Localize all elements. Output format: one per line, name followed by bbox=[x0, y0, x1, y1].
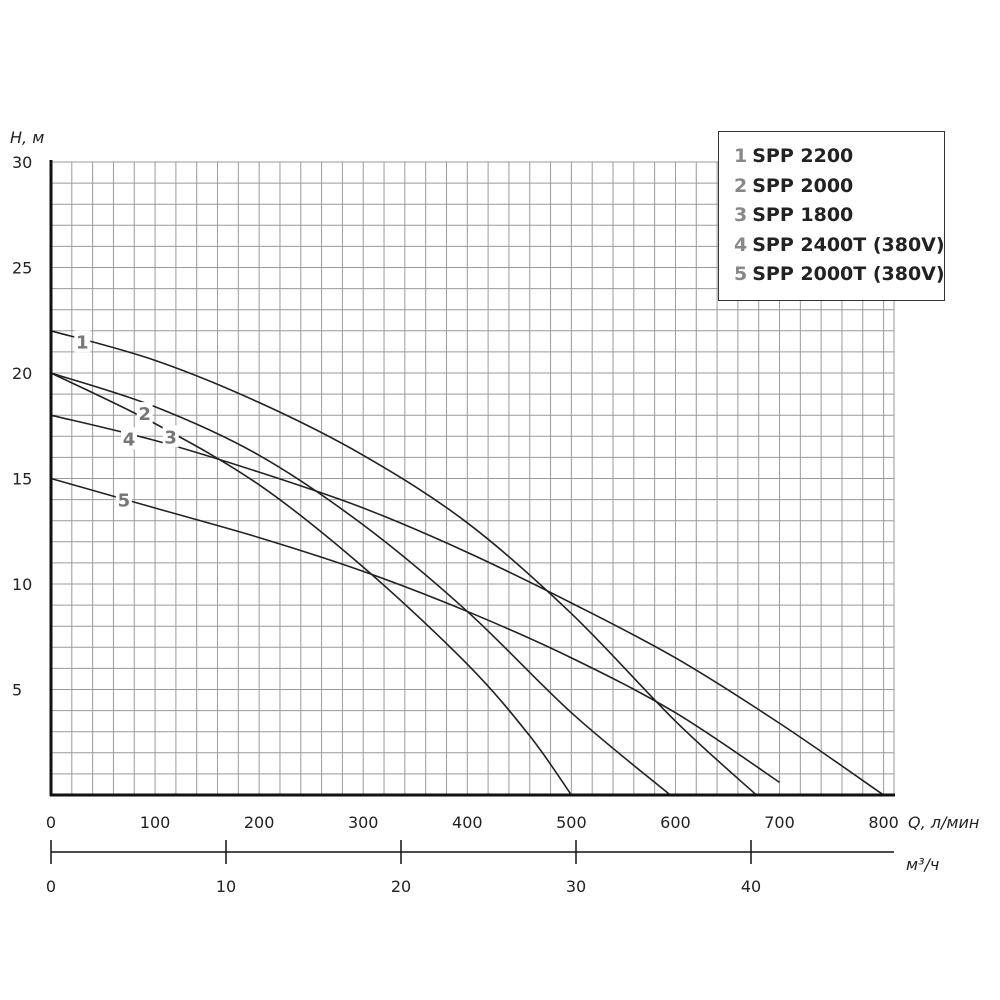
x-tick-label: 600 bbox=[660, 813, 691, 832]
curve-1 bbox=[50, 330, 757, 796]
x-tick-label: 500 bbox=[556, 813, 587, 832]
y-tick-label: 10 bbox=[12, 575, 32, 594]
legend-item: 3 SPP 1800 bbox=[734, 201, 944, 231]
x-tick-label: 200 bbox=[244, 813, 275, 832]
curve-label-4: 4 bbox=[123, 429, 136, 450]
curve-label-bg bbox=[74, 330, 91, 353]
curve-label-3: 3 bbox=[164, 427, 177, 448]
legend-number: 2 bbox=[734, 174, 748, 197]
curve-label-2: 2 bbox=[138, 404, 151, 425]
legend-number: 1 bbox=[734, 145, 748, 167]
x2-tick-label: 20 bbox=[391, 877, 411, 896]
legend-item: 5 SPP 2000T (380V) bbox=[734, 260, 945, 290]
curve-label-1: 1 bbox=[76, 332, 89, 353]
curve-label-bg bbox=[121, 427, 138, 450]
curve-3 bbox=[50, 372, 573, 796]
grid bbox=[51, 161, 895, 795]
legend-item: 4 SPP 2400T (380V) bbox=[734, 231, 945, 261]
x-tick-label: 800 bbox=[868, 813, 899, 832]
legend-label: SPP 1800 bbox=[752, 204, 854, 226]
curve-label-bg bbox=[136, 402, 153, 425]
legend-number: 5 bbox=[734, 263, 748, 285]
legend-label: SPP 2000 bbox=[752, 174, 854, 197]
x2-tick-label: 40 bbox=[741, 877, 761, 896]
legend-number: 4 bbox=[734, 233, 748, 256]
legend-label: SPP 2000T (380V) bbox=[752, 263, 945, 285]
curve-4 bbox=[50, 414, 885, 796]
legend-item: 1 SPP 2200 bbox=[734, 142, 944, 172]
legend-number: 3 bbox=[734, 204, 748, 226]
curve-2 bbox=[50, 372, 671, 796]
curve-label-bg bbox=[162, 425, 179, 448]
x-tick-label: 700 bbox=[764, 813, 795, 832]
y-tick-label: 25 bbox=[12, 259, 32, 278]
x2-axis-label: м³/ч bbox=[906, 855, 939, 874]
y-axis-label: H, м bbox=[10, 128, 44, 147]
axes bbox=[49, 160, 895, 864]
x-tick-label: 400 bbox=[452, 813, 483, 832]
y-tick-label: 20 bbox=[12, 364, 32, 383]
curve-label-bg bbox=[115, 488, 132, 511]
x-tick-label: 100 bbox=[140, 813, 171, 832]
legend-label: SPP 2400T (380V) bbox=[752, 233, 945, 256]
x2-tick-label: 10 bbox=[216, 877, 236, 896]
x2-tick-label: 30 bbox=[566, 877, 586, 896]
x2-tick-label: 0 bbox=[46, 877, 56, 896]
y-tick-label: 5 bbox=[12, 681, 22, 700]
y-tick-label: 15 bbox=[12, 470, 32, 489]
x-tick-label: 300 bbox=[348, 813, 379, 832]
y-tick-label: 30 bbox=[12, 153, 32, 172]
curve-label-5: 5 bbox=[118, 491, 131, 512]
x-axis-label: Q, л/мин bbox=[908, 813, 979, 832]
curves bbox=[50, 330, 885, 796]
legend: 1 SPP 2200 2 SPP 2000 3 SPP 1800 4 SPP 2400T… bbox=[718, 131, 945, 301]
curve-5 bbox=[50, 477, 780, 784]
legend-label: SPP 2200 bbox=[752, 145, 854, 167]
x-tick-label: 0 bbox=[46, 813, 56, 832]
legend-item: 2 SPP 2000 bbox=[734, 172, 944, 202]
